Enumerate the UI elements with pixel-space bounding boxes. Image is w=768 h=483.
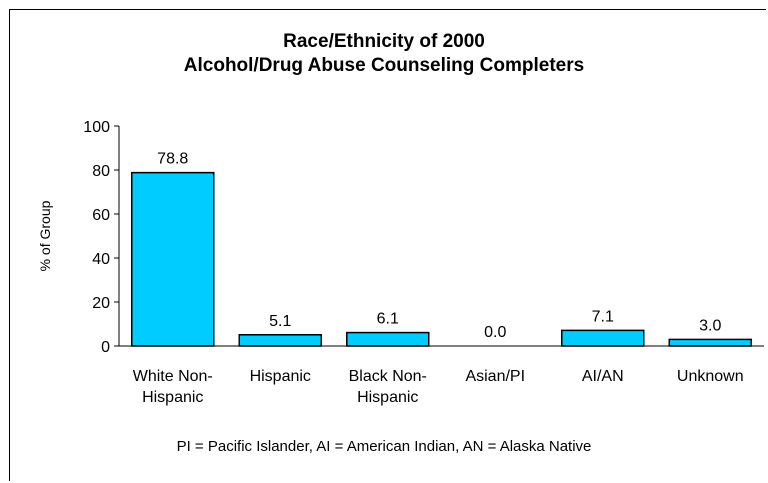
x-tick-label: Hispanic	[142, 389, 203, 406]
bar	[238, 334, 322, 347]
data-label: 78.8	[157, 151, 188, 168]
data-label: 3.0	[699, 317, 721, 334]
chart-subtitle: Alcohol/Drug Abuse Counseling Completers	[183, 55, 585, 76]
chart-frame	[9, 9, 766, 481]
x-tick-label: Unknown	[677, 368, 744, 385]
data-label: 5.1	[269, 313, 291, 330]
plot-area: 0 20 40 60 80 100 % of Group 78.8 White Non- Hisp…	[37, 119, 764, 406]
y-tick-label: 100	[83, 119, 110, 136]
y-tick-label: 60	[92, 207, 110, 224]
footnote: PI = Pacific Islander, AI = American Ind…	[176, 438, 592, 455]
bar	[668, 338, 752, 347]
chart-title: Race/Ethnicity of 2000	[283, 31, 485, 52]
bar	[346, 331, 430, 347]
y-tick-label: 20	[92, 295, 110, 312]
x-tick-label: Hispanic	[357, 389, 418, 406]
x-tick-label: White Non-	[133, 368, 213, 385]
x-tick-label: Black Non-	[349, 368, 427, 385]
bar	[561, 329, 645, 347]
data-label: 0.0	[484, 324, 506, 341]
data-label: 6.1	[377, 311, 399, 328]
x-tick-label: Hispanic	[250, 368, 311, 385]
data-label: 7.1	[592, 308, 614, 325]
x-tick-label: Asian/PI	[465, 368, 525, 385]
y-tick-label: 40	[92, 251, 110, 268]
bar	[131, 171, 215, 347]
x-tick-label: AI/AN	[582, 368, 624, 385]
y-axis-label: % of Group	[37, 200, 53, 271]
y-tick-label: 80	[92, 163, 110, 180]
y-tick-label: 0	[101, 339, 110, 356]
